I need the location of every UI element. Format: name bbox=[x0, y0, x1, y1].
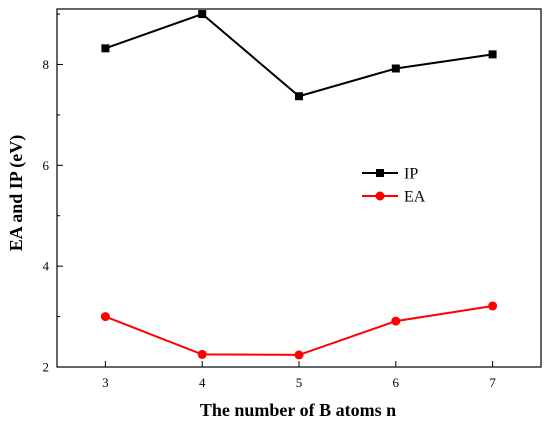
series-ip-point bbox=[391, 64, 400, 73]
y-axis-title: EA and IP (eV) bbox=[6, 135, 27, 252]
series-ea-point bbox=[197, 349, 207, 359]
x-tick-label: 4 bbox=[199, 375, 206, 390]
legend-item-ea: EA bbox=[362, 189, 426, 206]
x-tick-label: 3 bbox=[102, 375, 109, 390]
series-ip-point bbox=[101, 44, 110, 53]
series-ip-point bbox=[488, 50, 497, 59]
x-axis-ticks: 3 4 5 6 7 bbox=[102, 361, 496, 390]
series-ip-point bbox=[295, 92, 303, 101]
series-ea bbox=[100, 301, 498, 360]
plot-frame bbox=[56, 8, 542, 368]
series-ea-point bbox=[488, 301, 498, 311]
legend-item-ip: IP bbox=[362, 166, 418, 183]
x-tick-label: 5 bbox=[296, 375, 303, 390]
series-ip-line bbox=[105, 12, 493, 98]
series-ea-point bbox=[391, 316, 401, 326]
series-ea-point bbox=[294, 350, 304, 360]
series-ip-point bbox=[198, 10, 207, 19]
x-tick-label: 7 bbox=[489, 375, 496, 390]
y-tick-label: 6 bbox=[43, 158, 50, 173]
series-ea-line bbox=[105, 305, 493, 356]
plot-border bbox=[56, 8, 542, 368]
series-ip bbox=[101, 10, 497, 101]
legend-label-ip: IP bbox=[404, 166, 418, 183]
legend-label-ea: EA bbox=[404, 189, 426, 206]
legend: IP EA bbox=[362, 166, 426, 206]
x-tick-label: 6 bbox=[393, 375, 400, 390]
legend-marker-ip bbox=[376, 169, 384, 177]
y-tick-label: 8 bbox=[43, 57, 50, 72]
legend-marker-ea bbox=[375, 191, 385, 201]
x-axis-title: The number of B atoms n bbox=[200, 400, 396, 420]
y-tick-label: 4 bbox=[43, 259, 50, 274]
y-tick-label: 2 bbox=[43, 360, 50, 375]
y-axis-ticks: 2 4 6 8 bbox=[43, 13, 63, 375]
series-layer bbox=[100, 10, 498, 360]
series-ea-point bbox=[100, 312, 110, 322]
